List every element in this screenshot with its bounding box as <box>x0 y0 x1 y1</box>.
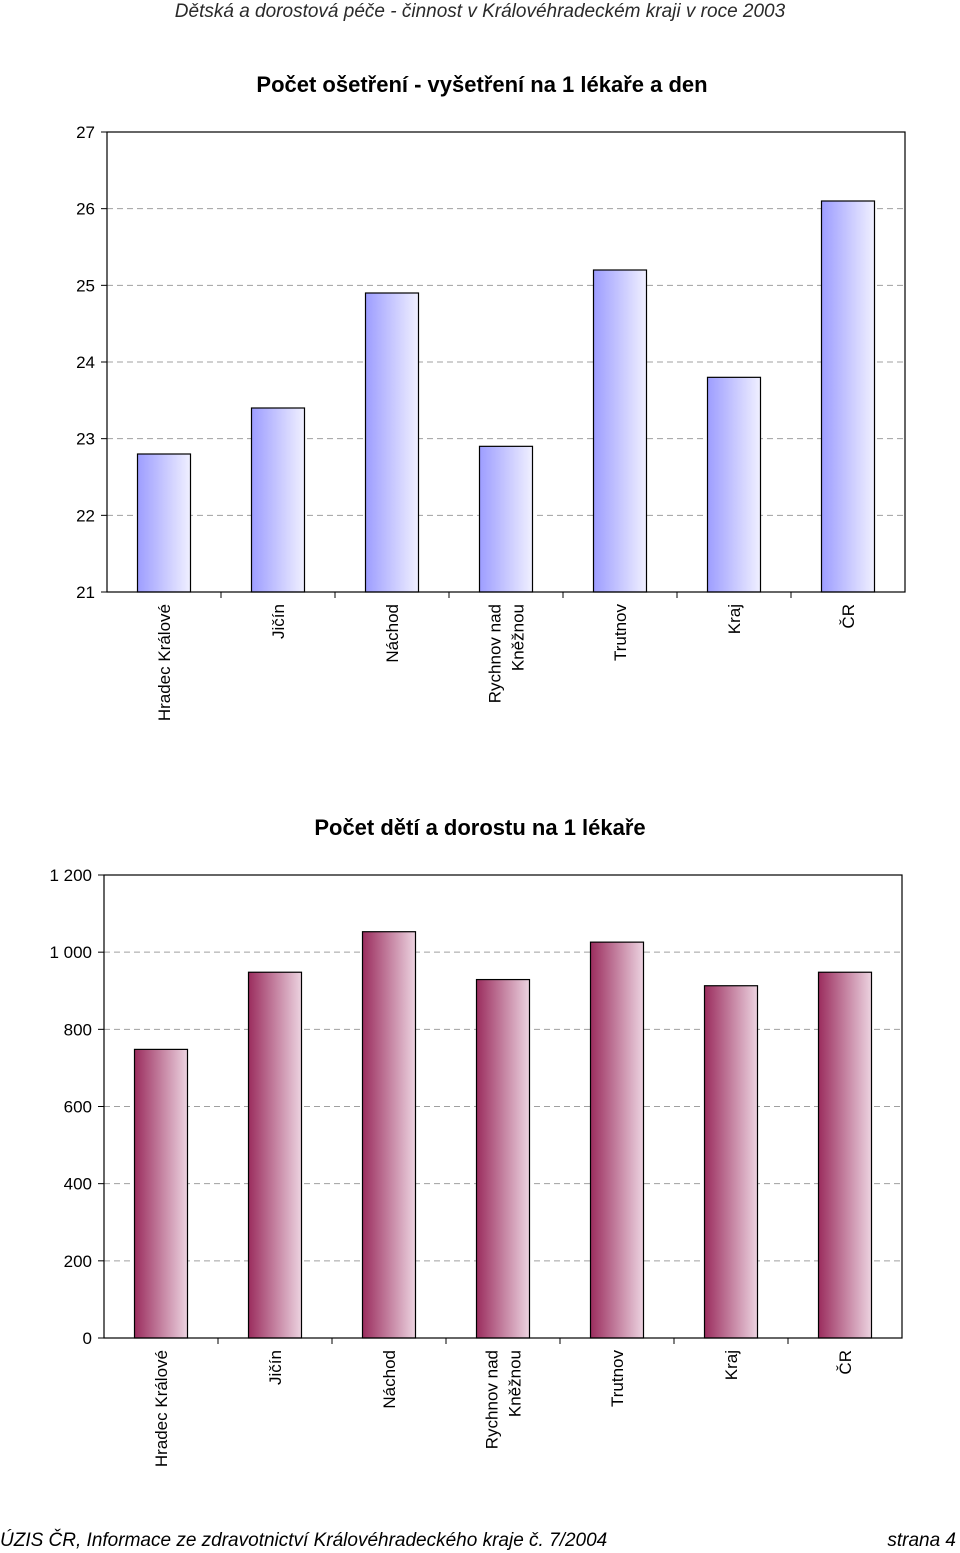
y-tick-label: 800 <box>64 1020 92 1039</box>
bar <box>589 941 645 1339</box>
chart-title: Počet ošetření - vyšetření na 1 lékaře a… <box>256 72 707 97</box>
x-category-label: Rychnov nad Kněžnou <box>483 1350 525 1449</box>
x-category-label: Kraj <box>725 604 744 634</box>
y-tick-label: 27 <box>76 123 95 142</box>
chart-title: Počet dětí a dorostu na 1 lékaře <box>314 815 645 840</box>
bar <box>817 971 873 1339</box>
bar <box>478 445 534 593</box>
x-category-label: Hradec Králové <box>152 1350 171 1467</box>
y-tick-label: 24 <box>76 353 95 372</box>
bar <box>706 376 762 593</box>
bar <box>703 985 759 1339</box>
x-category-label: Jičín <box>266 1350 285 1385</box>
page-header: Dětská a dorostová péče - činnost v Král… <box>174 1 786 22</box>
y-tick-label: 22 <box>76 506 95 525</box>
x-category-label: Hradec Králové <box>155 604 174 721</box>
y-tick-label: 23 <box>76 430 95 449</box>
x-category-label: Trutnov <box>608 1350 627 1408</box>
y-tick-label: 21 <box>76 583 95 602</box>
x-category-label: Náchod <box>383 604 402 663</box>
x-category-label: Trutnov <box>611 604 630 662</box>
chart-deti-per-lekar: Počet dětí a dorostu na 1 lékaře 0 200 400… <box>49 815 903 1467</box>
plot-area-border <box>106 131 906 593</box>
bar <box>364 292 420 593</box>
y-tick-label: 0 <box>83 1329 92 1348</box>
footer-page-number: strana 4 <box>887 1530 956 1551</box>
plot-area-border <box>103 874 903 1339</box>
bar <box>250 407 306 593</box>
y-tick-label: 25 <box>76 276 95 295</box>
y-tick-label: 600 <box>64 1098 92 1117</box>
chart-osetreni-per-lekar: Počet ošetření - vyšetření na 1 lékaře a… <box>76 72 906 721</box>
x-category-label: ČR <box>839 604 858 629</box>
y-tick-label: 200 <box>64 1252 92 1271</box>
x-category-label: Náchod <box>380 1350 399 1409</box>
bar <box>136 453 192 593</box>
bar <box>820 200 876 593</box>
footer-source: ÚZIS ČR, Informace ze zdravotnictví Král… <box>0 1530 608 1551</box>
bar <box>247 971 303 1339</box>
bar <box>133 1048 189 1339</box>
y-tick-label: 1 000 <box>49 943 92 962</box>
bar <box>361 931 417 1339</box>
x-category-label: ČR <box>836 1350 855 1375</box>
y-tick-label: 1 200 <box>49 866 92 885</box>
bar <box>475 978 531 1339</box>
x-category-label: Kraj <box>722 1350 741 1380</box>
y-tick-label: 26 <box>76 200 95 219</box>
x-category-label: Jičín <box>269 604 288 639</box>
y-tick-label: 400 <box>64 1175 92 1194</box>
bar <box>592 269 648 593</box>
x-category-label: Rychnov nad Kněžnou <box>486 604 528 703</box>
